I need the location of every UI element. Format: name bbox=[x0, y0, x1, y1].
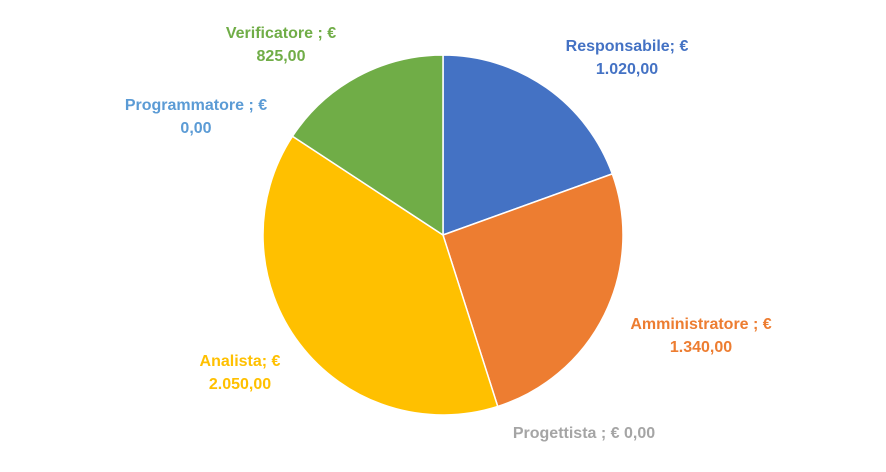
data-label-programmatore-value: 0,00 bbox=[180, 120, 211, 137]
data-label-progettista: Progettista ; € 0,00 bbox=[513, 425, 655, 442]
data-label-verificatore: Verificatore ; € 825,00 bbox=[226, 25, 336, 65]
pie-slices bbox=[262, 54, 624, 416]
data-label-verificatore-value: 825,00 bbox=[257, 48, 306, 65]
data-label-verificatore-name: Verificatore ; € bbox=[226, 25, 336, 42]
pie-slice-analista bbox=[262, 135, 499, 416]
data-label-amministratore-name: Amministratore ; € bbox=[630, 316, 771, 333]
data-label-responsabile: Responsabile; € 1.020,00 bbox=[566, 38, 689, 78]
pie-slice-verificatore bbox=[291, 54, 444, 237]
pie-slice-amministratore bbox=[442, 172, 624, 408]
data-label-analista: Analista; € 2.050,00 bbox=[200, 353, 281, 393]
data-label-amministratore-value: 1.340,00 bbox=[670, 339, 732, 356]
data-label-responsabile-name: Responsabile; € bbox=[566, 38, 689, 55]
data-label-progettista-name: Progettista ; € 0,00 bbox=[513, 425, 655, 442]
data-label-programmatore: Programmatore ; € 0,00 bbox=[125, 97, 267, 137]
pie-slice-responsabile bbox=[442, 54, 614, 237]
pie-labels: Responsabile; € 1.020,00 Amministratore ; … bbox=[125, 25, 772, 442]
data-label-responsabile-value: 1.020,00 bbox=[596, 61, 658, 78]
data-label-analista-name: Analista; € bbox=[200, 353, 281, 370]
data-label-programmatore-name: Programmatore ; € bbox=[125, 97, 267, 114]
data-label-analista-value: 2.050,00 bbox=[209, 376, 271, 393]
data-label-amministratore: Amministratore ; € 1.340,00 bbox=[630, 316, 771, 356]
